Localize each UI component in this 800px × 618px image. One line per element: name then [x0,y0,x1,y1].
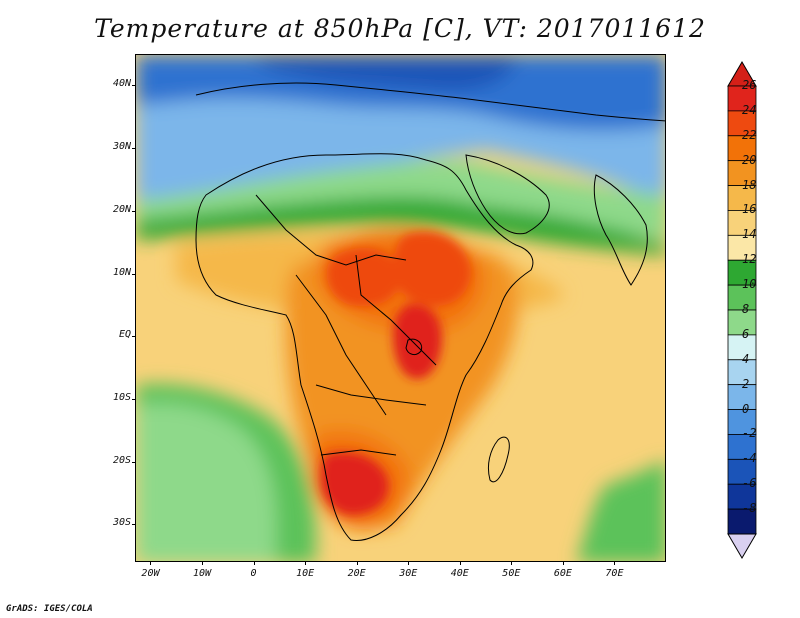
colorbar-label: 10 [742,277,757,292]
india-coastline [593,174,648,286]
colorbar-label: 18 [742,177,757,192]
lon-tick-mark [562,562,564,565]
colder-band-north [136,55,665,131]
lon-tick-mark [202,562,204,565]
colorbar-swatch [727,359,757,386]
colorbar-label: -2 [742,426,757,441]
lon-tick-mark [305,562,307,565]
green-band-sahel [136,196,665,255]
temperature-field-peaks [321,231,471,515]
colorbar-label: 0 [742,401,750,416]
lat-tick-mark [132,85,135,87]
colorbar-swatch [727,110,757,137]
plot-title: Temperature at 850hPa [C], VT: 201701161… [94,14,706,43]
colorbar-swatch [727,409,757,435]
arabia-coastline [465,154,550,235]
temperature-map [135,54,666,562]
lon-tick-mark [150,562,152,565]
madagascar-outline [487,436,510,483]
lat-tick-mark [132,336,135,338]
cool-ocean-southeast [576,460,665,561]
lat-tick-mark [132,461,135,463]
colorbar-label: 16 [742,202,757,217]
interior-border-b [295,274,387,416]
colorbar-swatch [727,483,757,510]
colorbar-label: 22 [742,127,757,142]
grads-credit: GrADS: IGES/COLA [6,604,93,614]
colorbar-label: 4 [742,351,750,366]
lat-tick-label: 30N [112,141,131,153]
lon-tick-label: 20W [141,568,160,579]
colorbar-swatch [727,185,757,211]
interior-border-c [355,254,437,366]
lat-tick-label: 20N [112,203,131,215]
lat-tick-label: 10S [112,391,131,403]
colorbar-swatch [727,210,757,236]
coldest-core-north [256,55,516,91]
lon-tick-mark [253,562,255,565]
colorbar-label: -8 [742,501,757,516]
interior-border-a [255,194,407,266]
colorbar-label: 2 [742,376,750,391]
colorbar-label: 20 [742,152,757,167]
colorbar-label: -4 [742,451,757,466]
colorbar-swatch [727,309,757,336]
colorbar-swatch [727,284,757,311]
colorbar-label: 14 [742,227,757,242]
lon-tick-mark [408,562,410,565]
lon-tick-mark [459,562,461,565]
colorbar-swatch [727,259,757,286]
lat-tick-label: EQ [118,329,131,341]
colorbar-swatch [727,160,757,186]
interior-border-e [320,449,397,456]
colorbar-label: 6 [742,326,750,341]
colorbar-swatch [727,508,757,535]
lon-tick-label: 50E [502,568,521,579]
lon-tick-mark [356,562,358,565]
colorbar-label: 12 [742,252,757,267]
peak-ethiopia [393,231,471,306]
lon-tick-label: 40E [450,568,469,579]
peak-east-africa [393,304,442,379]
lat-tick-label: 20S [112,454,131,466]
colorbar-label: 26 [742,78,757,92]
colorbar-label: 8 [742,302,750,316]
colorbar-label: 24 [742,102,757,117]
lon-tick-label: 0 [250,568,257,579]
africa-coastline [195,153,534,542]
colorbar-label: -6 [742,476,757,491]
peak-kalahari [321,452,389,515]
coastlines [195,82,665,542]
colorbar-swatch [727,334,757,361]
lon-tick-label: 70E [605,568,624,579]
cool-ocean-southwest-inner [136,403,276,561]
lon-tick-label: 20E [347,568,366,579]
lat-tick-mark [132,524,135,526]
lat-tick-mark [132,273,135,275]
lat-tick-mark [132,148,135,150]
lake-victoria [405,338,423,356]
lat-tick-label: 30S [112,517,131,529]
colorbar-swatch [727,234,757,261]
lon-tick-label: 60E [553,568,572,579]
lat-tick-label: 10N [112,266,131,278]
colorbar-swatch [727,434,757,460]
lat-tick-label: 40N [112,78,131,90]
interior-border-d [315,384,427,406]
lon-tick-label: 10W [192,568,212,579]
colorbar [727,61,757,559]
lon-tick-mark [511,562,513,565]
lon-tick-label: 10E [296,568,315,579]
lon-tick-label: 30E [399,568,418,579]
peak-central [326,247,401,307]
europe-coastline [195,82,665,122]
lat-tick-mark [132,398,135,400]
lat-tick-mark [132,210,135,212]
colorbar-under-arrow [727,533,757,559]
lon-tick-mark [614,562,616,565]
colorbar-swatch [727,85,757,112]
